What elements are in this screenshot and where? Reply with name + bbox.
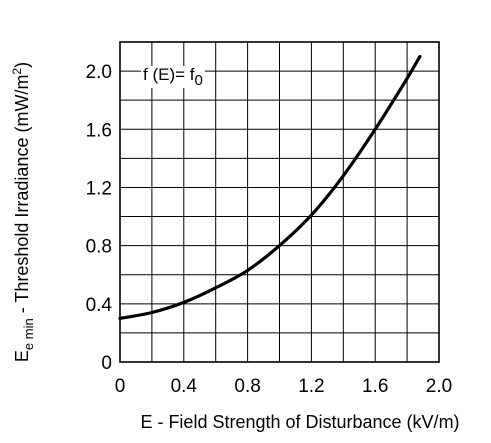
- annotation-subscript: 0: [194, 72, 202, 89]
- x-tick-label: 0: [115, 376, 126, 397]
- y-tick-label: 0.4: [86, 295, 113, 316]
- y-tick-label: 0.8: [86, 237, 112, 258]
- x-tick-label: 1.2: [298, 376, 324, 397]
- y-axis-label-subscript: e min: [21, 318, 36, 350]
- annotation-background: [141, 66, 205, 88]
- y-tick-label: 2.0: [86, 62, 112, 83]
- x-tick-label: 2.0: [426, 376, 452, 397]
- x-tick-label: 0.4: [171, 376, 198, 397]
- y-axis-tick-labels: 0 0.4 0.8 1.2 1.6 2.0: [86, 62, 113, 374]
- y-tick-label: 1.2: [86, 178, 112, 199]
- y-axis-label-main: - Threshold Irradiance (mW/m: [12, 75, 32, 319]
- x-tick-label: 0.8: [234, 376, 260, 397]
- curve-annotation: f (E)= f0: [143, 65, 203, 89]
- grid-lines: [119, 41, 440, 363]
- threshold-curve: [118, 54, 422, 320]
- y-axis-label: Ee min - Threshold Irradiance (mW/m2): [10, 62, 36, 362]
- plot-frame: [119, 41, 440, 363]
- y-axis-label-prefix: E: [12, 350, 32, 362]
- x-axis-tick-labels: 0 0.4 0.8 1.2 1.6 2.0: [115, 376, 453, 397]
- y-axis-label-superscript: 2: [10, 68, 24, 75]
- x-tick-label: 1.6: [362, 376, 388, 397]
- y-axis-label-suffix: ): [12, 62, 32, 68]
- annotation-main: f (E)= f: [143, 65, 195, 84]
- y-tick-label: 1.6: [86, 120, 112, 141]
- y-tick-label: 0: [101, 353, 112, 374]
- x-axis-label: E - Field Strength of Disturbance (kV/m): [140, 412, 459, 432]
